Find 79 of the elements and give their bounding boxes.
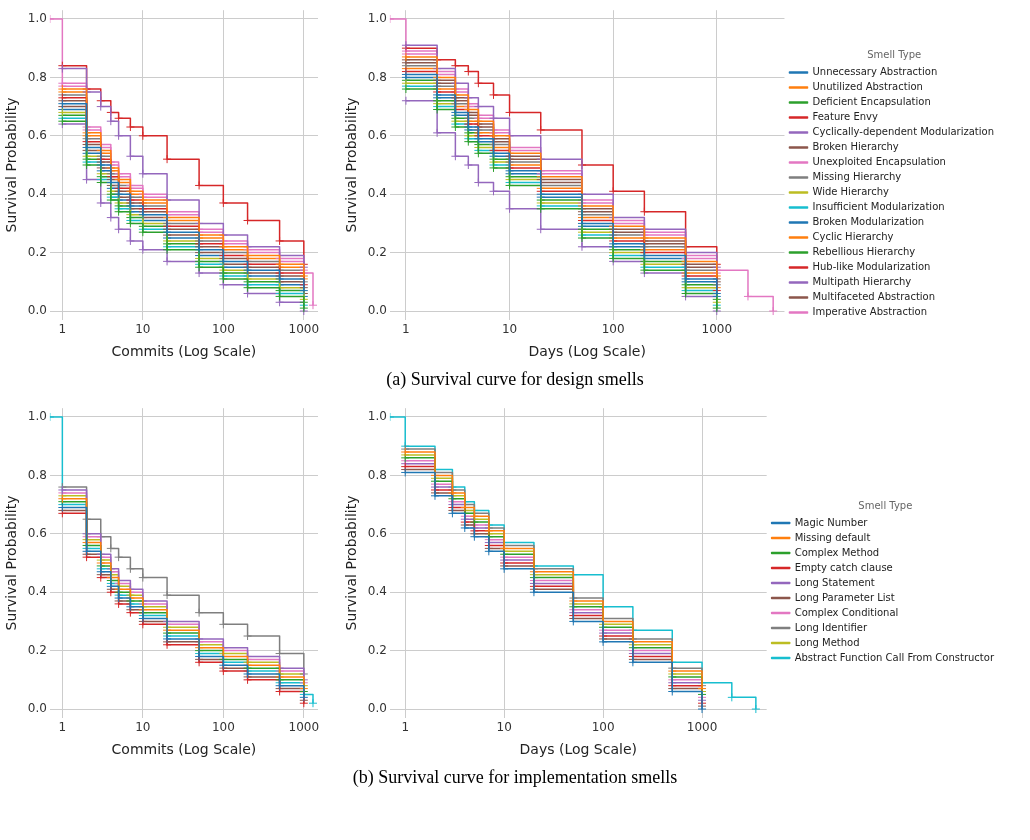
- x-axis-title: Commits (Log Scale): [111, 343, 257, 360]
- y-tick-label: 0.8: [27, 467, 47, 482]
- x-tick-label: 1000: [288, 720, 320, 735]
- legend-label: Long Method: [794, 636, 860, 648]
- legend-label: Wide Hierarchy: [812, 186, 890, 198]
- legend-label: Long Parameter List: [794, 591, 895, 603]
- legend-label: Complex Conditional: [794, 606, 899, 618]
- legend-title: Smell Type: [867, 49, 922, 61]
- y-tick-label: 0.2: [367, 642, 387, 657]
- y-tick-label: 0.8: [367, 467, 387, 482]
- legend-label: Insufficient Modularization: [812, 201, 945, 213]
- legend-label: Rebellious Hierarchy: [812, 246, 916, 258]
- x-tick-label: 100: [591, 720, 615, 735]
- x-tick-label: 1000: [701, 322, 733, 337]
- y-tick-label: 0.0: [367, 303, 387, 318]
- y-tick-label: 0.0: [27, 303, 47, 318]
- legend-label: Multipath Hierarchy: [812, 276, 912, 288]
- x-tick-label: 10: [501, 322, 518, 337]
- x-tick-label: 1000: [686, 720, 718, 735]
- text: (b) Survival curve for implementation smells: [351, 767, 679, 788]
- legend-label: Cyclically-dependent Modularization: [812, 126, 995, 138]
- legend-label: Complex Method: [794, 546, 880, 558]
- legend-label: Unexploited Encapsulation: [812, 156, 946, 168]
- y-tick-label: 0.2: [367, 244, 387, 259]
- legend-label: Broken Modularization: [812, 216, 925, 228]
- y-tick-label: 0.6: [27, 525, 47, 540]
- y-tick-label: 0.2: [27, 642, 47, 657]
- y-tick-label: 0.4: [367, 584, 387, 599]
- x-tick-label: 1: [401, 720, 410, 735]
- y-tick-label: 1.0: [27, 11, 47, 26]
- legend-label: Long Statement: [794, 576, 875, 588]
- x-tick-label: 10: [135, 322, 151, 337]
- y-axis-title: Survival Probability: [3, 97, 20, 233]
- x-tick-label: 100: [601, 322, 625, 337]
- legend-label: Broken Hierarchy: [812, 141, 899, 153]
- x-axis-title: Commits (Log Scale): [111, 741, 257, 758]
- x-axis-title: Days (Log Scale): [519, 741, 637, 758]
- y-tick-label: 1.0: [367, 409, 387, 424]
- legend-label: Missing Hierarchy: [812, 171, 902, 183]
- x-tick-label: 100: [211, 322, 235, 337]
- legend-label: Unnecessary Abstraction: [812, 66, 938, 78]
- y-tick-label: 0.8: [367, 69, 387, 84]
- y-tick-label: 0.6: [27, 127, 47, 142]
- legend-label: Imperative Abstraction: [812, 306, 928, 318]
- x-tick-label: 1: [58, 322, 67, 337]
- y-tick-label: 0.4: [27, 584, 47, 599]
- y-tick-label: 1.0: [27, 409, 47, 424]
- x-tick-label: 1000: [288, 322, 320, 337]
- legend-label: Missing default: [794, 531, 871, 543]
- y-tick-label: 0.4: [367, 186, 387, 201]
- y-tick-label: 0.6: [367, 525, 387, 540]
- legend-label: Hub-like Modularization: [812, 261, 931, 273]
- legend-label: Deficient Encapsulation: [812, 96, 931, 108]
- y-tick-label: 1.0: [367, 11, 387, 26]
- y-tick-label: 0.2: [27, 244, 47, 259]
- y-axis-title: Survival Probability: [3, 495, 20, 631]
- legend-label: Feature Envy: [812, 111, 879, 123]
- x-tick-label: 1: [402, 322, 410, 337]
- legend-title: Smell Type: [858, 499, 913, 511]
- legend-label: Magic Number: [794, 516, 869, 528]
- legend-label: Unutilized Abstraction: [812, 81, 923, 93]
- legend-label: Abstract Function Call From Constructor: [794, 651, 995, 663]
- y-tick-label: 0.6: [367, 127, 387, 142]
- y-tick-label: 0.4: [27, 186, 47, 201]
- y-tick-label: 0.0: [367, 701, 387, 716]
- x-tick-label: 10: [135, 720, 151, 735]
- y-axis-title: Survival Probability: [343, 495, 360, 631]
- legend-label: Multifaceted Abstraction: [812, 291, 936, 303]
- y-tick-label: 0.0: [27, 701, 47, 716]
- x-tick-label: 100: [211, 720, 235, 735]
- legend-label: Cyclic Hierarchy: [812, 231, 894, 243]
- y-axis-title: Survival Probability: [343, 97, 360, 233]
- y-tick-label: 0.8: [27, 69, 47, 84]
- legend-label: Long Identifier: [794, 621, 868, 633]
- legend-label: Empty catch clause: [794, 561, 893, 573]
- x-tick-label: 1: [58, 720, 67, 735]
- text: (a) Survival curve for design smells: [385, 369, 645, 390]
- x-axis-title: Days (Log Scale): [528, 343, 646, 360]
- x-tick-label: 10: [496, 720, 512, 735]
